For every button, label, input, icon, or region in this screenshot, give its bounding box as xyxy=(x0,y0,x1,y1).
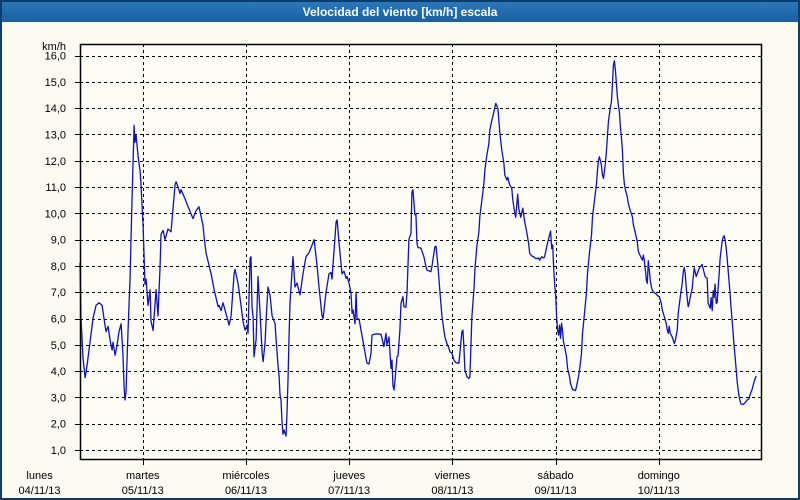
x-day-name-label: domingo xyxy=(638,470,680,482)
y-tick-label: 2,0 xyxy=(51,419,66,431)
plot-background xyxy=(80,44,762,460)
x-day-name-label: jueves xyxy=(332,470,365,482)
x-axis-day-labels: lunes 04/11/13 martes 05/11/13 miércoles 06/1… xyxy=(19,470,680,497)
y-tick-label: 16,0 xyxy=(45,51,66,63)
y-tick-label: 5,0 xyxy=(51,340,66,352)
x-day-date-label: 04/11/13 xyxy=(19,485,61,497)
y-tick-label: 12,0 xyxy=(45,156,66,168)
y-axis-unit-label: km/h xyxy=(42,41,66,53)
y-axis-tick-labels: km/h16,0 15,0 14,0 13,0 12,0 11,0 10,0 9,0 8,0 7,… xyxy=(42,41,66,457)
x-day-date-label: 07/11/13 xyxy=(328,485,370,497)
x-day-name-label: lunes xyxy=(26,470,53,482)
y-tick-label: 9,0 xyxy=(51,235,66,247)
x-day-name-label: miércoles xyxy=(222,470,270,482)
window-title: Velocidad del viento [km/h] escala xyxy=(302,5,498,19)
y-tick-label: 1,0 xyxy=(51,445,66,457)
y-tick-label: 6,0 xyxy=(51,314,66,326)
y-tick-label: 14,0 xyxy=(45,103,66,115)
y-tick-label: 11,0 xyxy=(45,182,66,194)
title-bar: Velocidad del viento [km/h] escala xyxy=(2,2,798,22)
x-day-date-label: 09/11/13 xyxy=(535,485,577,497)
y-tick-label: 13,0 xyxy=(45,129,66,141)
y-tick-label: 3,0 xyxy=(51,392,66,404)
wind-speed-chart-svg: km/h16,0 15,0 14,0 13,0 12,0 11,0 10,0 9,0 8,0 7,… xyxy=(19,41,763,497)
x-day-name-label: martes xyxy=(126,470,160,482)
y-tick-label: 4,0 xyxy=(51,366,66,378)
chart-area: km/h 16,0 15,0 14,0 13,0 12,0 11,0 10,0 9,0 8,0 7,… xyxy=(2,22,798,498)
y-tick-label: 8,0 xyxy=(51,261,66,273)
y-tick-label: 10,0 xyxy=(45,208,66,220)
x-day-date-label: 05/11/13 xyxy=(122,485,164,497)
y-tick-label: 15,0 xyxy=(45,77,66,89)
axis-tick-marks xyxy=(75,56,660,465)
plot-border xyxy=(79,43,763,461)
x-day-name-label: viernes xyxy=(435,470,471,482)
wind-speed-line xyxy=(79,60,757,437)
y-tick-label: 7,0 xyxy=(51,287,66,299)
x-day-date-label: 06/11/13 xyxy=(225,485,267,497)
x-day-date-label: 08/11/13 xyxy=(431,485,473,497)
x-day-name-label: sábado xyxy=(538,470,574,482)
x-day-date-label: 10/11/13 xyxy=(638,485,680,497)
